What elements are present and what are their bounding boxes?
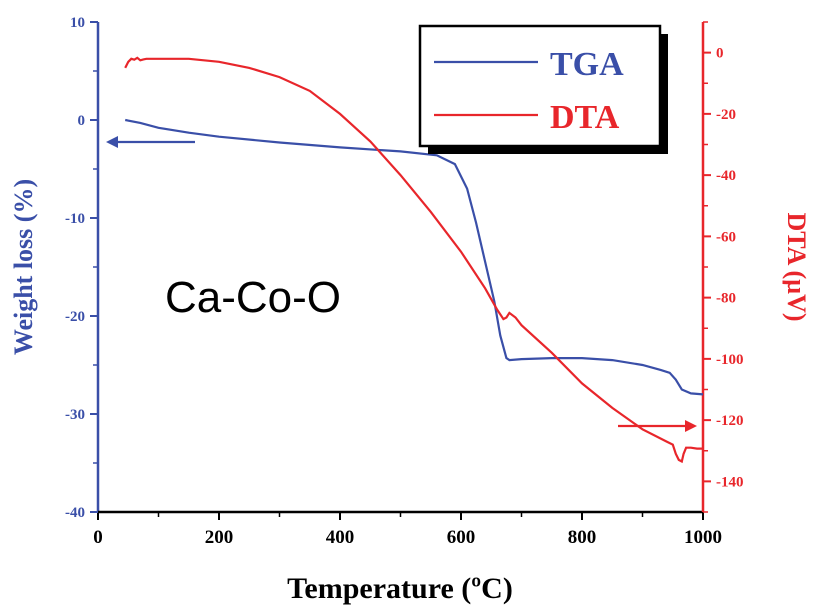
y-left-tick-label: 0 xyxy=(78,113,86,129)
sample-annotation: Ca-Co-O xyxy=(165,273,341,322)
x-tick-label: 400 xyxy=(326,527,355,548)
x-tick-label: 200 xyxy=(205,527,234,548)
series-line-tga xyxy=(124,118,704,396)
y-right-tick-label: -120 xyxy=(716,413,744,429)
legend: TGA DTA xyxy=(418,24,668,154)
legend-label-tga: TGA xyxy=(550,46,624,83)
x-tick-label: 1000 xyxy=(684,527,722,548)
y-right-tick-label: -80 xyxy=(716,291,736,307)
y-right-tick-label: -60 xyxy=(716,229,736,245)
y-right-tick-label: -140 xyxy=(716,474,744,490)
y-left-tick-label: -10 xyxy=(65,211,85,227)
y-axis-right-title: DTA (µV) xyxy=(782,212,811,321)
y-left-tick-label: -40 xyxy=(65,505,85,521)
y-axis-left-title: Weight loss (%) xyxy=(9,179,38,355)
x-tick-label: 0 xyxy=(93,527,103,548)
x-tick-label: 600 xyxy=(447,527,476,548)
y-left-tick-label: -30 xyxy=(65,407,85,423)
y-right-tick-label: -100 xyxy=(716,352,744,368)
dta-axis-arrow xyxy=(618,420,697,432)
y-right-tick-label: 0 xyxy=(716,46,724,62)
tick-labels-layer: 0 200 400 600 800 1000 10 0 -10 -20 -30 -40 0 -20 -40 -… xyxy=(65,15,744,548)
y-right-tick-label: -40 xyxy=(716,168,736,184)
tga-axis-arrow xyxy=(106,136,195,148)
ticks-layer xyxy=(90,21,711,520)
y-left-tick-label: 10 xyxy=(70,15,85,31)
legend-label-dta: DTA xyxy=(550,99,620,136)
y-left-tick-label: -20 xyxy=(65,309,85,325)
series-line-dta xyxy=(124,56,703,464)
x-axis-title: Temperature (ºC) xyxy=(287,572,513,605)
y-right-tick-label: -20 xyxy=(716,107,736,123)
x-tick-label: 800 xyxy=(568,527,597,548)
